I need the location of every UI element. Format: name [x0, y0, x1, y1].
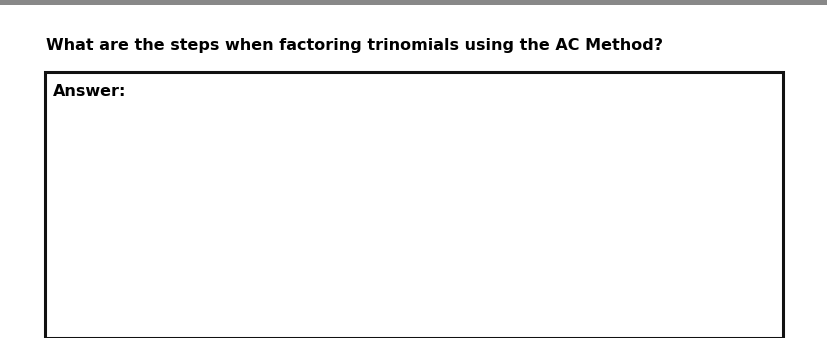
Bar [0, 0, 827, 5]
Text: What are the steps when factoring trinomials using the AC Method?: What are the steps when factoring trinom… [45, 38, 662, 53]
Text: Answer:: Answer: [53, 84, 127, 99]
Bar [45, 72, 782, 338]
